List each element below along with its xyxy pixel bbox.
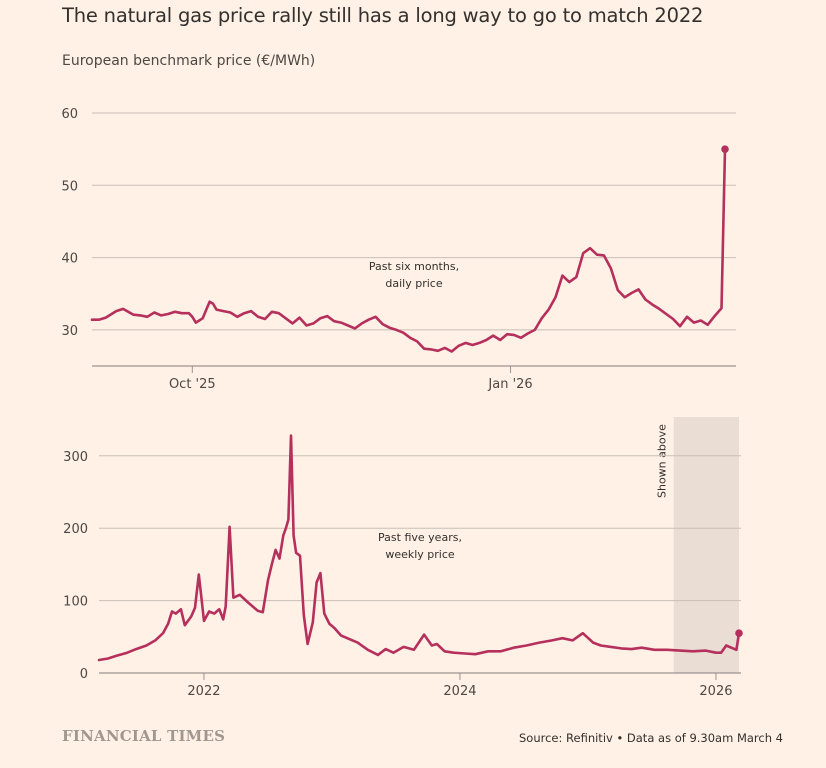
price-line <box>97 434 741 662</box>
ft-logo: FINANCIAL TIMES <box>62 727 226 745</box>
y-tick-label: 50 <box>61 179 78 194</box>
y-tick-label: 60 <box>61 107 78 122</box>
six-month-chart: 30 40 50 60 Oct '25 Jan '26 Past six months, da… <box>61 107 736 392</box>
chart-annotation: Past five years, <box>378 531 462 544</box>
end-point-marker <box>721 145 729 153</box>
y-tick-label: 0 <box>80 667 88 682</box>
y-tick-label: 200 <box>63 522 88 537</box>
shown-above-band <box>673 417 739 673</box>
y-tick-label: 30 <box>61 324 78 339</box>
price-line <box>90 147 727 353</box>
chart-subtitle: European benchmark price (€/MWh) <box>62 53 316 69</box>
source-note: Source: Refinitiv • Data as of 9.30am Ma… <box>519 731 783 745</box>
chart-annotation: weekly price <box>385 548 455 561</box>
x-tick-label: 2022 <box>187 684 220 699</box>
shown-above-label: Shown above <box>656 424 669 498</box>
end-point-marker <box>735 629 743 637</box>
x-tick-label: 2024 <box>443 684 476 699</box>
y-tick-label: 300 <box>63 450 88 465</box>
chart-title: The natural gas price rally still has a … <box>62 4 704 27</box>
x-tick-label: 2026 <box>699 684 732 699</box>
chart-annotation: daily price <box>385 277 442 290</box>
x-tick-label: Oct '25 <box>169 377 216 392</box>
chart-annotation: Past six months, <box>369 260 459 273</box>
y-tick-label: 100 <box>63 595 88 610</box>
x-tick-label: Jan '26 <box>487 377 532 392</box>
y-tick-label: 40 <box>61 252 78 267</box>
